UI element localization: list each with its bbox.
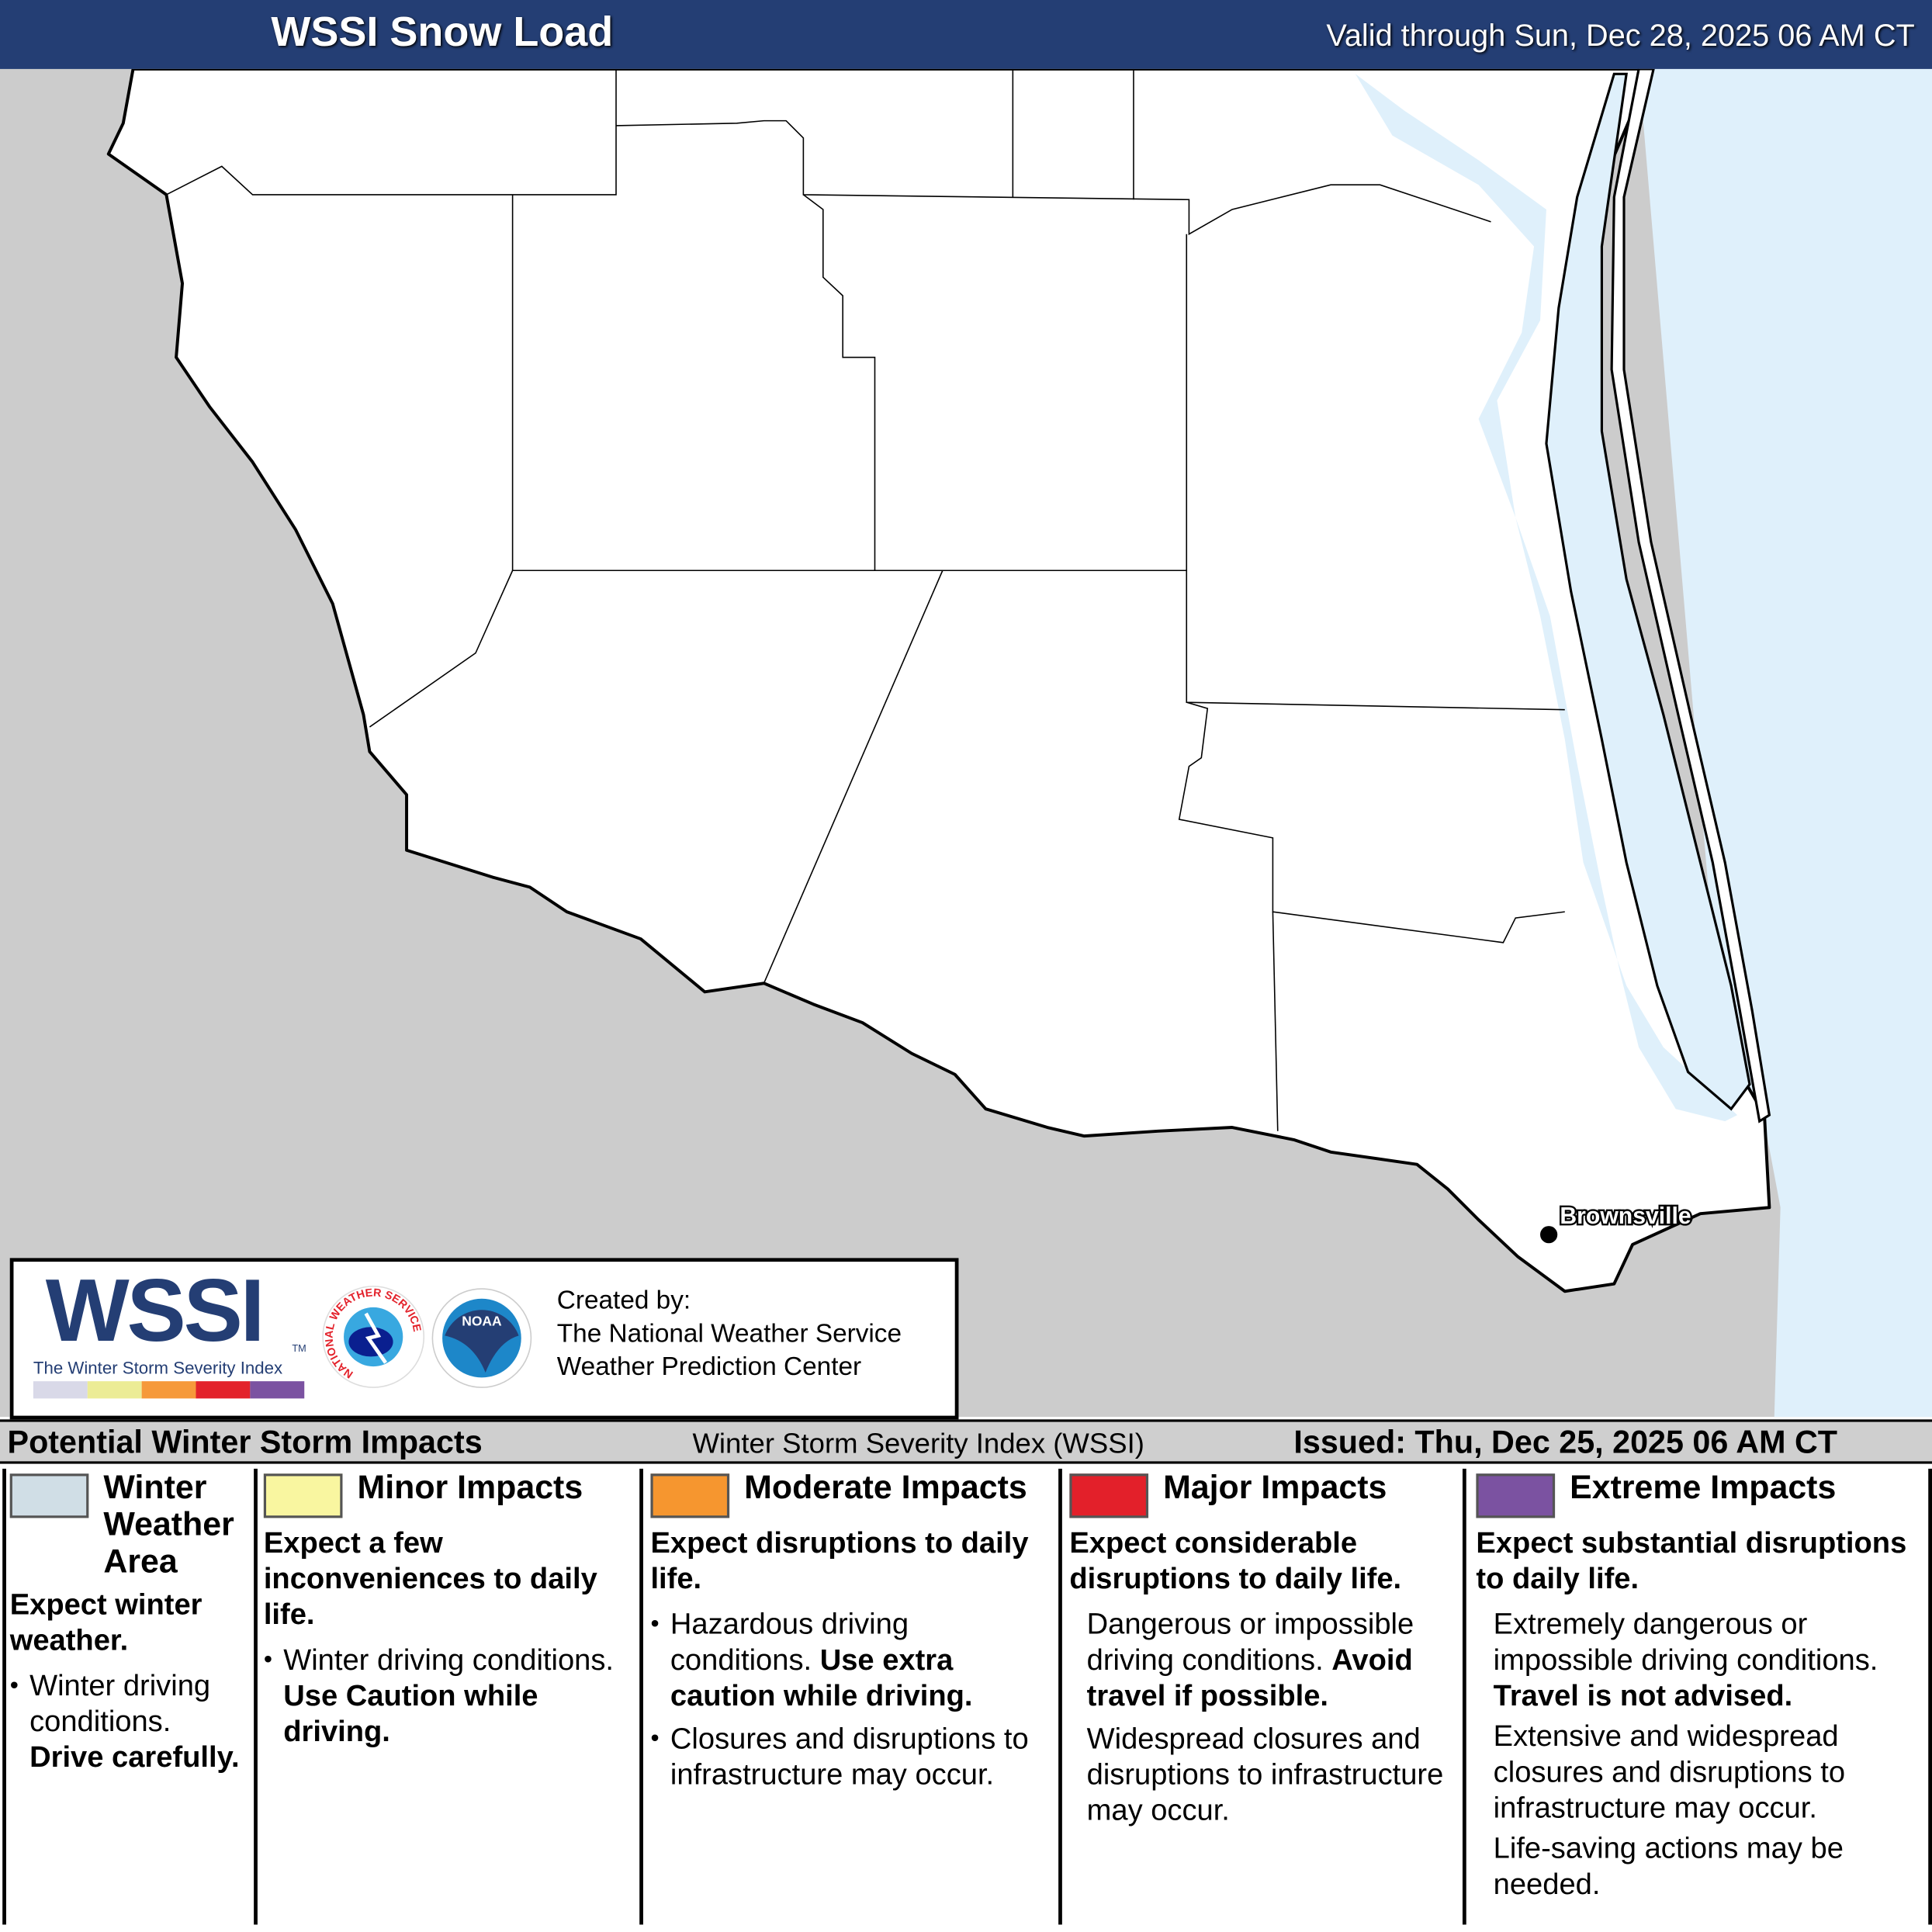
wssi-subtitle: The Winter Storm Severity Index <box>33 1357 283 1378</box>
scale-swatch <box>196 1381 251 1399</box>
legend-winter-weather-area: Winter Weather Area Expect winter weathe… <box>9 1468 251 1930</box>
county-lines <box>166 68 1565 1131</box>
category-name: Winter Weather Area <box>103 1468 234 1580</box>
category-bullet: Winter driving conditions. Use Caution w… <box>283 1643 615 1749</box>
category-heading: Expect a few inconveniences to daily lif… <box>263 1526 597 1632</box>
swatch-extreme <box>1476 1473 1556 1518</box>
legend-minor: Minor Impacts Expect a few inconvenience… <box>263 1468 637 1930</box>
map: Brownsville <box>0 68 1932 1418</box>
legend-moderate: Moderate Impacts Expect disruptions to d… <box>650 1469 1054 1930</box>
issued-time: Issued: Thu, Dec 25, 2025 06 AM CT <box>1293 1423 1838 1460</box>
valid-time: Valid through Sun, Dec 28, 2025 06 AM CT <box>1326 18 1915 54</box>
category-heading: Expect substantial disruptions to daily … <box>1476 1526 1907 1596</box>
swatch-winter-weather <box>9 1473 89 1518</box>
legend-index-name: Winter Storm Severity Index (WSSI) <box>692 1426 1144 1459</box>
org-nws: The National Weather Service <box>556 1319 902 1349</box>
swatch-major <box>1069 1473 1149 1518</box>
swatch-moderate <box>650 1473 730 1518</box>
category-heading: Expect winter weather. <box>9 1587 203 1657</box>
category-text: Extremely dangerous or impossible drivin… <box>1493 1608 1878 1713</box>
title-bar: WSSI Snow Load Valid through Sun, Dec 28… <box>0 0 1932 69</box>
noaa-text: NOAA <box>462 1314 502 1329</box>
nws-logo-icon: NATIONAL WEATHER SERVICE <box>322 1286 425 1388</box>
category-bullet: Winter driving conditions. Drive careful… <box>29 1669 240 1774</box>
legend-title: Potential Winter Storm Impacts <box>7 1423 483 1460</box>
scale-swatch <box>250 1381 305 1399</box>
column-divider <box>1058 1468 1062 1925</box>
category-heading: Expect considerable disruptions to daily… <box>1069 1526 1402 1596</box>
org-wpc: Weather Prediction Center <box>556 1352 862 1382</box>
gulf-water <box>1639 68 1932 1418</box>
column-divider <box>1462 1468 1466 1925</box>
laguna-madre-main <box>1545 72 1751 1111</box>
scale-swatch <box>33 1381 88 1399</box>
map-title: WSSI Snow Load <box>271 9 614 56</box>
brownsville-marker <box>1540 1226 1558 1244</box>
wssi-logo: WSSI <box>45 1262 265 1361</box>
column-divider <box>2 1468 6 1925</box>
category-text: Life-saving actions may be needed. <box>1493 1832 1844 1902</box>
column-divider <box>639 1468 643 1925</box>
created-by: Created by: The National Weather Service… <box>557 1284 902 1384</box>
category-text: Widespread closures and disruptions to i… <box>1086 1723 1444 1828</box>
category-name: Extreme Impacts <box>1570 1468 1837 1506</box>
category-name: Minor Impacts <box>357 1468 583 1506</box>
category-bullet: Hazardous driving conditions. Use extra … <box>670 1608 973 1713</box>
category-name: Major Impacts <box>1163 1468 1387 1506</box>
swatch-minor <box>263 1473 343 1518</box>
scale-swatch <box>141 1381 196 1399</box>
category-bullet: Closures and disruptions to infrastructu… <box>670 1723 1029 1792</box>
created-by-label: Created by: <box>556 1286 691 1315</box>
legend-extreme: Extreme Impacts Expect substantial disru… <box>1476 1469 1927 1930</box>
legend-major: Major Impacts Expect considerable disrup… <box>1069 1469 1459 1930</box>
column-divider <box>1928 1468 1932 1925</box>
trademark: TM <box>292 1342 306 1355</box>
noaa-logo-icon: NOAA <box>431 1288 532 1388</box>
legend-header: Potential Winter Storm Impacts Winter St… <box>0 1419 1932 1464</box>
column-divider <box>254 1468 258 1925</box>
category-name: Moderate Impacts <box>744 1468 1027 1506</box>
city-label-brownsville: Brownsville <box>1560 1203 1691 1229</box>
category-text: Dangerous or impossible driving conditio… <box>1086 1608 1414 1713</box>
scale-swatch <box>87 1381 142 1399</box>
category-text: Extensive and widespread closures and di… <box>1493 1719 1846 1825</box>
barrier-island <box>1610 68 1771 1124</box>
credits-box: WSSI TM The Winter Storm Severity Index … <box>9 1258 959 1420</box>
category-heading: Expect disruptions to daily life. <box>650 1526 1029 1596</box>
